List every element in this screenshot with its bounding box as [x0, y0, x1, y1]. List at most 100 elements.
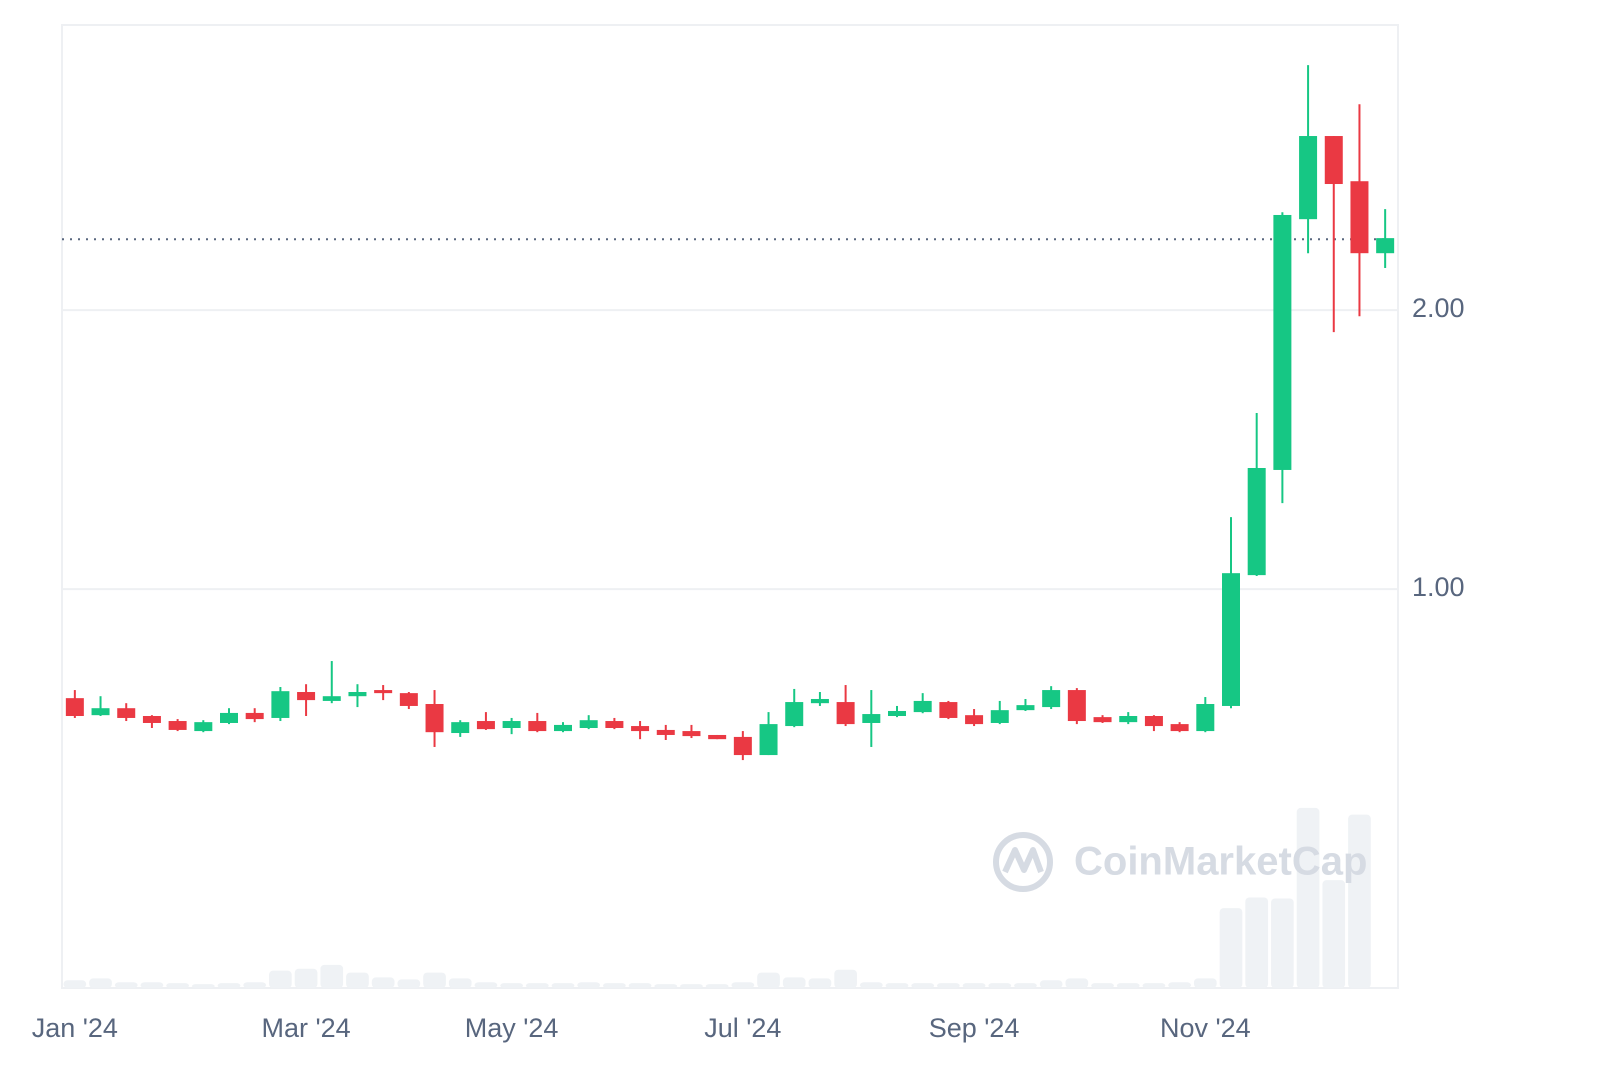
candle-body	[1170, 724, 1189, 732]
candle-body	[682, 731, 701, 737]
volume-bar	[1296, 807, 1320, 988]
candle-body	[836, 702, 855, 725]
candle-body	[1067, 690, 1086, 722]
volume-bar	[731, 982, 755, 988]
x-tick-label: Jan '24	[32, 1013, 118, 1043]
candle-body	[142, 716, 161, 723]
volume-bar	[525, 983, 549, 988]
volume-bar	[782, 977, 806, 988]
candle-body	[194, 722, 213, 732]
volume-bar	[1116, 983, 1140, 988]
candle-body	[168, 721, 187, 730]
volume-bar	[191, 984, 215, 988]
candle-body	[348, 692, 367, 697]
volume-bar	[423, 972, 446, 988]
volume-bar	[705, 984, 729, 988]
watermark-logo-mark	[1002, 847, 1044, 874]
candle-body	[220, 712, 238, 723]
volume-bar	[269, 970, 292, 988]
volume-bar	[346, 972, 369, 988]
candle-body	[554, 724, 572, 732]
volume-bar	[680, 984, 703, 988]
volume-bar	[654, 984, 678, 988]
candle-body	[1042, 690, 1061, 708]
volume-bar	[962, 983, 986, 988]
volume-bar	[397, 979, 421, 988]
candle-body	[1324, 136, 1343, 185]
candle-body	[91, 708, 110, 716]
candle-body	[605, 721, 624, 729]
grid-layer	[62, 238, 1398, 591]
volume-bar	[166, 983, 189, 988]
volume-bar	[217, 983, 241, 988]
candle-body	[631, 726, 650, 732]
volume-bar	[140, 982, 164, 988]
candle-body	[65, 698, 84, 717]
y-tick-label: 2.00	[1412, 293, 1465, 323]
candle-body	[1119, 716, 1138, 723]
volume-bar	[859, 982, 883, 988]
candle-body	[810, 698, 829, 704]
candle-body	[1376, 238, 1395, 254]
x-tick-label: Sep '24	[929, 1013, 1020, 1043]
volume-bar	[1065, 978, 1089, 988]
x-tick-label: Nov '24	[1160, 1013, 1251, 1043]
candle-body	[913, 700, 932, 713]
volume-bar	[448, 978, 472, 988]
candle-body	[759, 724, 778, 756]
volume-bar	[320, 964, 344, 988]
label-layer: 1.00 2.00 Jan '24 Mar '24 May '24 Jul '24 Sep …	[32, 293, 1465, 1043]
volume-bar	[1142, 983, 1166, 988]
y-tick-label: 1.00	[1412, 572, 1465, 602]
candle-body	[1093, 717, 1112, 723]
candle-body	[476, 721, 495, 730]
candle-body	[322, 696, 341, 701]
x-tick-label: Jul '24	[704, 1013, 781, 1043]
candle-body	[708, 734, 727, 740]
watermark-logo	[993, 832, 1053, 892]
volume-bar	[551, 983, 575, 988]
volume-bar	[243, 982, 267, 988]
candle-body	[245, 712, 264, 720]
x-tick-label: May '24	[465, 1013, 559, 1043]
candle-body	[1247, 468, 1266, 576]
candle-body	[1273, 214, 1292, 470]
volume-bar	[577, 982, 601, 988]
volume-bar	[500, 983, 523, 988]
candle-body	[451, 722, 470, 734]
candle-body	[425, 704, 444, 733]
candle-body	[1016, 705, 1035, 711]
candle-body	[528, 721, 547, 732]
candle-body	[1222, 573, 1240, 706]
volume-bar	[1193, 978, 1217, 988]
candle-body	[502, 721, 521, 729]
volume-bar	[1271, 898, 1294, 988]
volume-bar	[1014, 983, 1037, 988]
volume-bar	[885, 983, 909, 988]
volume-bar	[911, 983, 935, 988]
volume-bar	[1245, 897, 1269, 988]
candle-body	[785, 702, 804, 727]
candle-body	[1144, 716, 1163, 727]
candle-body	[733, 736, 752, 756]
volume-bar	[294, 968, 318, 988]
watermark: CoinMarketCap	[993, 832, 1367, 892]
volume-bar	[371, 977, 395, 988]
volume-bar	[1039, 980, 1063, 988]
volume-bar	[757, 972, 780, 988]
volume-bar	[1348, 814, 1371, 988]
volume-bar	[628, 983, 652, 988]
volume-bar	[937, 983, 960, 988]
candle-body	[888, 710, 906, 717]
candle-body	[1299, 136, 1318, 220]
volume-bar	[834, 969, 857, 988]
candle-layer	[65, 65, 1395, 761]
candle-body	[399, 693, 418, 706]
volume-bar	[1322, 880, 1346, 988]
candle-body	[1196, 704, 1215, 732]
candle-body	[579, 720, 598, 729]
candle-body	[990, 710, 1009, 723]
volume-bar	[1219, 908, 1243, 988]
